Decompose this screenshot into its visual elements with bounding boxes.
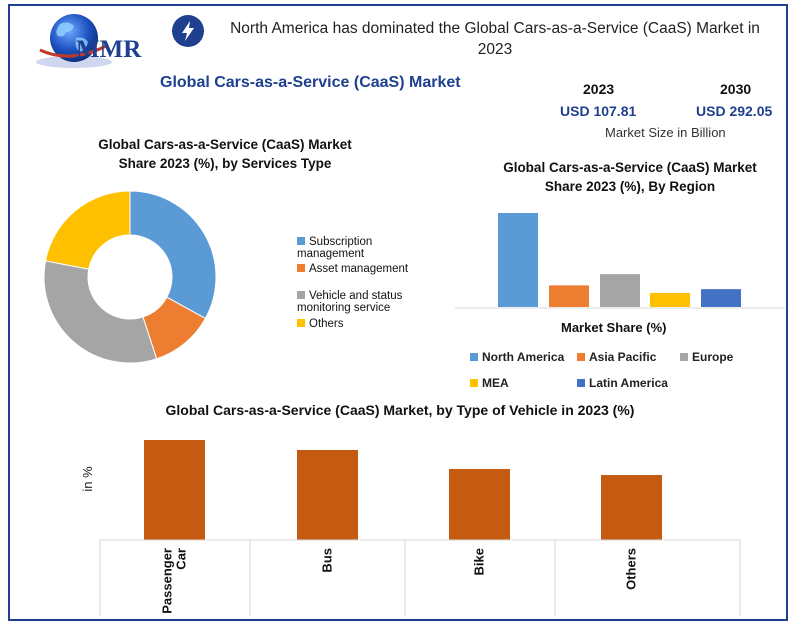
legend-item-others: Others [297, 318, 427, 330]
region-legend-label: MEA [482, 376, 509, 390]
market-size-note: Market Size in Billion [605, 125, 726, 140]
legend-swatch [577, 353, 585, 361]
legend-item-subscription: Subscription management [297, 236, 427, 260]
services-donut-chart [43, 190, 217, 364]
logo: MMR [26, 10, 156, 68]
legend-item-vehicle: Vehicle and status monitoring service [297, 290, 415, 314]
vehicle-tick-label: PassengerCar [160, 548, 189, 614]
region-legend-item: Latin America [577, 376, 668, 390]
vehicle-bar [449, 469, 510, 540]
legend-label: Others [309, 318, 344, 330]
region-legend: North America Asia Pacific Europe MEA Latin … [470, 350, 780, 392]
region-chart-title: Global Cars-as-a-Service (CaaS) Market S… [503, 160, 757, 194]
region-legend-item: North America [470, 350, 564, 364]
legend-swatch [297, 237, 305, 245]
vehicle-tick-label: Bus [320, 548, 335, 573]
region-bar-chart [455, 213, 785, 309]
year-2023: 2023 [583, 81, 615, 97]
vehicle-bar-chart: in % PassengerCar Bus Bike Others [80, 440, 741, 616]
region-bar [549, 285, 589, 307]
legend-swatch [470, 353, 478, 361]
region-legend-label: Europe [692, 350, 734, 364]
donut-slice [129, 190, 217, 320]
region-axis-label: Market Share (%) [561, 320, 667, 335]
main-title: Global Cars-as-a-Service (CaaS) Market [160, 74, 461, 91]
legend-label: Vehicle and status monitoring service [297, 290, 403, 314]
market-value-2030: USD 292.05 [696, 103, 773, 119]
vehicle-tick-label: Bike [472, 548, 487, 575]
legend-item-asset: Asset management [297, 263, 427, 275]
legend-swatch [470, 379, 478, 387]
legend-swatch [297, 291, 305, 299]
vehicle-bar [297, 450, 358, 540]
donut-slice [43, 260, 158, 364]
region-legend-label: Asia Pacific [589, 350, 657, 364]
region-legend-item: MEA [470, 376, 509, 390]
region-legend-item: Asia Pacific [577, 350, 656, 364]
vehicle-tick-label: Others [624, 548, 639, 590]
globe-icon [36, 14, 112, 68]
legend-label: Asset management [309, 263, 409, 275]
legend-swatch [577, 379, 585, 387]
legend-label: Subscription management [297, 236, 373, 260]
vehicle-y-axis-label: in % [80, 466, 95, 492]
legend-swatch [680, 353, 688, 361]
services-chart-title: Global Cars-as-a-Service (CaaS) Market S… [98, 137, 352, 171]
brand-name: MMR [76, 36, 142, 63]
lightning-bolt-icon [172, 15, 204, 47]
region-legend-label: Latin America [589, 376, 668, 390]
region-bar [701, 289, 741, 307]
legend-swatch [297, 264, 305, 272]
vehicle-bar [144, 440, 205, 540]
region-bar [650, 292, 690, 307]
legend-swatch [297, 319, 305, 327]
vehicle-chart-title: Global Cars-as-a-Service (CaaS) Market, … [165, 402, 635, 418]
year-2030: 2030 [720, 81, 752, 97]
headline-icon-wrap [171, 14, 205, 53]
market-value-2023: USD 107.81 [560, 103, 637, 119]
vehicle-bar [601, 475, 662, 540]
region-legend-item: Europe [680, 350, 733, 364]
region-bar [600, 274, 640, 307]
region-legend-label: North America [482, 350, 565, 364]
donut-slice [44, 190, 131, 270]
headline: North America has dominated the Global C… [230, 20, 760, 58]
region-bar [498, 213, 538, 307]
